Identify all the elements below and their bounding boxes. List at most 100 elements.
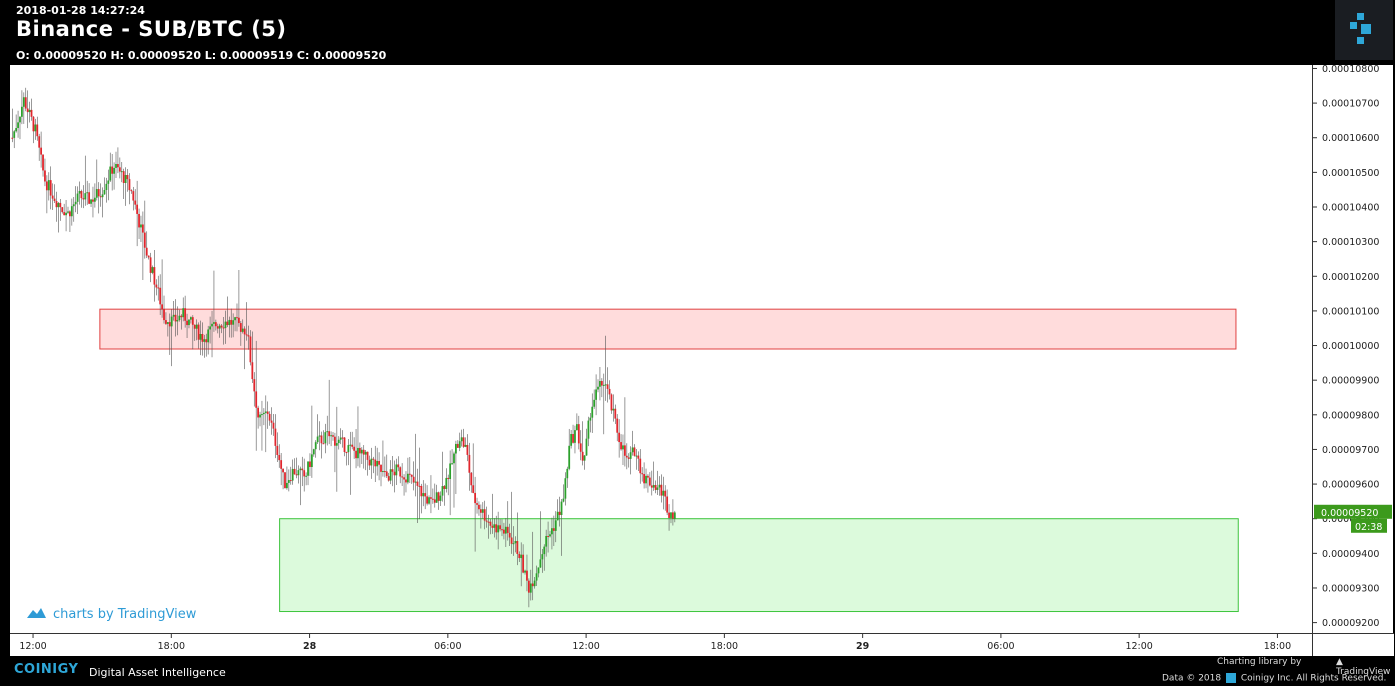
chart-plot-area[interactable] [10,65,1312,633]
candle-body-70 [145,247,148,256]
coinigy-logo[interactable] [1335,0,1393,60]
x-tick-label-2: 28 [303,641,317,652]
candle-body-327 [639,458,642,474]
candle-body-21 [51,195,54,199]
candle-body-235 [462,437,465,447]
candle-body-277 [543,546,546,555]
candle-body-325 [635,455,638,457]
candle-body-333 [650,485,653,488]
chart-title: Binance - SUB/BTC (5) [16,17,287,41]
candle-body-77 [159,287,162,305]
candle-body-137 [274,428,277,446]
candle-body-71 [147,255,150,258]
candle-body-331 [647,475,649,478]
candlestick-chart[interactable] [10,65,1312,633]
coinigy-brand[interactable]: COINIGY [14,662,79,677]
tradingview-footer-icon: ▲ [1336,657,1343,667]
candle-body-134 [268,413,271,421]
candle-body-224 [441,486,444,496]
candle-body-86 [176,320,179,322]
candle-body-59 [124,174,127,183]
time-axis-svg: 12:00 18:00 28 06:00 12:00 18:00 29 06:00 12:00 1… [19,634,1291,652]
candle-body-337 [658,484,661,488]
candle-body-297 [581,451,584,461]
candle-body-50 [107,180,110,184]
candle-body-96 [195,324,198,329]
candle-body-127 [255,391,258,408]
candle-body-278 [545,535,548,547]
candle-body-315 [616,418,619,433]
countdown-box [1351,518,1387,533]
candle-body-286 [560,501,563,515]
price-axis[interactable]: 0.00010800 0.00010700 0.00010600 0.00010500… [1312,64,1393,633]
candle-body-27 [63,212,66,216]
x-tick-label-5: 18:00 [711,641,738,652]
candle-body-217 [428,497,430,504]
candle-body-89 [182,308,185,318]
candle-body-287 [562,498,565,502]
candle-body-294 [575,424,578,431]
tradingview-watermark[interactable]: charts by TradingView [25,606,196,623]
candle-body-20 [49,180,52,196]
candle-body-34 [76,193,79,202]
candle-body-314 [614,408,617,419]
candle-body-9 [28,109,31,113]
tradingview-credit[interactable]: ▲ TradingView [1336,657,1395,677]
candle-body-114 [230,319,233,325]
candle-body-165 [328,431,331,437]
candle-body-219 [431,498,434,500]
candle-body-183 [362,449,365,455]
candle-body-296 [579,443,582,452]
candle-body-67 [140,224,142,228]
candle-body-190 [376,460,379,467]
candle-body-284 [556,511,559,521]
y-tick-label-9: 0.00009900 [1322,376,1379,387]
candle-body-283 [554,520,557,531]
candle-body-259 [508,532,511,538]
x-tick-label-3: 06:00 [434,641,461,652]
candle-body-316 [618,432,621,443]
candle-body-323 [631,447,634,453]
candle-body-56 [118,167,121,172]
candle-body-311 [608,388,611,395]
candle-body-148 [295,474,298,476]
candle-body-196 [387,476,390,481]
candle-body-303 [593,399,596,407]
candle-body-91 [186,320,188,326]
candle-body-161 [320,435,323,444]
candle-body-129 [259,414,261,418]
candle-body-182 [360,449,363,454]
coinigy-small-icon [1226,673,1236,683]
candle-body-119 [239,323,242,332]
candle-body-187 [370,458,373,466]
candle-body-72 [149,257,152,273]
candle-body-46 [99,196,102,198]
candle-body-44 [95,189,98,198]
candle-body-255 [501,529,503,531]
candle-body-241 [474,492,477,504]
y-tick-label-3: 0.00010500 [1322,168,1379,179]
candle-body-251 [493,524,496,528]
candle-body-143 [286,482,288,489]
y-tick-label-2: 0.00010600 [1322,133,1379,144]
y-tick-label-0: 0.00010800 [1322,65,1379,75]
candle-body-147 [293,468,296,475]
candle-body-208 [410,474,413,477]
time-axis[interactable]: 12:00 18:00 28 06:00 12:00 18:00 29 06:00 12:00 1… [10,633,1392,656]
candle-body-22 [53,198,56,202]
timestamp: 2018-01-28 14:27:24 [16,4,145,17]
candle-body-212 [418,485,421,487]
candle-body-111 [224,321,227,329]
candle-body-125 [251,362,254,380]
candle-body-150 [299,468,302,471]
candle-body-282 [552,528,555,531]
candle-body-194 [383,471,386,473]
candle-body-98 [199,333,202,340]
candle-body-55 [117,164,119,168]
candle-body-25 [59,202,62,208]
candle-body-233 [458,441,461,448]
candle-body-24 [57,202,60,208]
candle-body-120 [241,328,244,332]
candle-body-132 [264,411,267,413]
candle-body-101 [205,339,208,343]
